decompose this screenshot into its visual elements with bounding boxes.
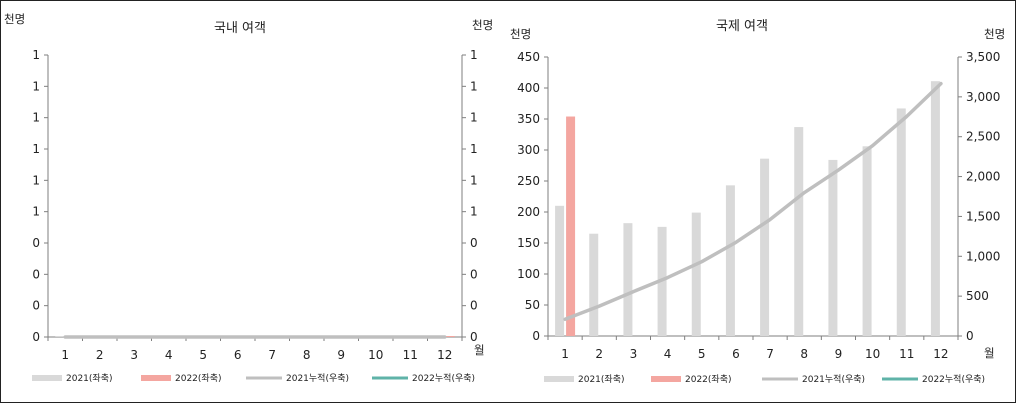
chart1-right-tick-label: 1 (470, 173, 478, 187)
chart2-left-tick-label: 300 (517, 143, 540, 157)
chart1-right-tick-label: 0 (470, 236, 478, 250)
chart1-left-tick-label: 1 (32, 142, 40, 156)
chart2-x-tick-label: 9 (835, 347, 843, 361)
chart1-legend-swatch (141, 375, 171, 381)
chart2-left-tick-label: 50 (525, 298, 540, 312)
chart2-legend-swatch (651, 376, 681, 382)
chart2-bar-2021 (589, 233, 599, 336)
chart2-bar-2021 (725, 185, 735, 336)
chart1-title: 국내 여객 (214, 21, 266, 36)
chart1-x-tick-label: 3 (130, 348, 138, 362)
chart1-x-tick-label: 10 (368, 348, 383, 362)
chart1-left-tick-label: 0 (32, 267, 40, 281)
chart2-left-tick-label: 0 (532, 329, 540, 343)
chart2-right-tick-label: 2,000 (966, 170, 1000, 184)
chart1-left-tick-label: 0 (32, 330, 40, 344)
chart1-right-tick-label: 0 (470, 267, 478, 281)
chart1-left-tick-label: 0 (32, 299, 40, 313)
chart2-x-tick-label: 7 (766, 347, 774, 361)
chart1-x-tick-label: 11 (403, 348, 418, 362)
chart2-x-tick-label: 1 (561, 347, 569, 361)
chart2-x-tick-label: 8 (800, 347, 808, 361)
chart1-left-tick-label: 1 (32, 205, 40, 219)
chart2-bar-2021 (896, 108, 906, 337)
chart2-legend-label: 2021(좌축) (578, 374, 625, 385)
chart1-left-tick-label: 1 (32, 111, 40, 125)
chart2-left-tick-label: 200 (517, 205, 540, 219)
chart2-left-tick-label: 100 (517, 267, 540, 281)
chart1-legend-label: 2022누적(우축) (412, 372, 475, 384)
chart1-right-tick-label: 1 (470, 48, 478, 62)
chart2-bar-2021 (794, 127, 804, 336)
chart1-right-tick-label: 0 (470, 299, 478, 313)
chart2-left-tick-label: 250 (517, 174, 540, 188)
chart2-x-tick-label: 10 (865, 347, 880, 361)
chart2-legend-swatch (544, 376, 574, 382)
chart2-left-tick-label: 350 (517, 112, 540, 126)
chart1-x-axis-unit: 월 (474, 343, 485, 357)
chart2-x-tick-label: 5 (698, 347, 706, 361)
chart1-x-tick-label: 12 (437, 348, 452, 362)
chart1-right-tick-label: 1 (470, 111, 478, 125)
chart1-x-tick-label: 7 (268, 348, 276, 362)
chart2-bar-2021 (828, 159, 838, 336)
chart1-bar-2022 (445, 336, 455, 337)
chart2-right-tick-label: 3,500 (966, 50, 1000, 64)
chart1-right-tick-label: 0 (470, 330, 478, 344)
chart2-x-tick-label: 2 (595, 347, 603, 361)
chart2-right-tick-label: 0 (966, 329, 974, 343)
chart2-bar-2021 (760, 158, 770, 336)
chart2-right-axis-unit: 천명 (984, 27, 1005, 41)
chart1-legend-swatch (32, 375, 62, 381)
chart1-left-axis-unit: 천명 (4, 12, 25, 26)
chart2-right-tick-label: 1,500 (966, 209, 1000, 223)
chart2-bar-2021 (623, 223, 633, 336)
chart1-x-tick-label: 9 (337, 348, 345, 362)
chart1-legend-label: 2021누적(우축) (286, 372, 349, 384)
chart1-bar-2021 (55, 336, 65, 337)
chart2-bar-2021 (862, 146, 872, 336)
chart2-left-axis-unit: 천명 (510, 27, 531, 41)
chart1-x-tick-label: 2 (96, 348, 104, 362)
chart2-left-tick-label: 450 (517, 50, 540, 64)
chart2-line-2021-cumulative (563, 81, 943, 322)
chart1-legend-label: 2022(좌축) (175, 373, 222, 384)
chart1-left-tick-label: 0 (32, 236, 40, 250)
chart2-bar-2021 (930, 81, 940, 337)
chart1-legend-label: 2021(좌축) (66, 373, 113, 384)
chart1-left-tick-label: 1 (32, 173, 40, 187)
chart1-right-tick-label: 1 (470, 142, 478, 156)
chart2-right-tick-label: 3,000 (966, 90, 1000, 104)
chart1-x-tick-label: 5 (199, 348, 207, 362)
chart1-x-tick-label: 4 (165, 348, 173, 362)
chart2-legend-label: 2022누적(우축) (922, 373, 985, 385)
chart2-bar-2022 (566, 116, 576, 337)
chart2-x-tick-label: 3 (630, 347, 638, 361)
chart1-right-tick-label: 1 (470, 205, 478, 219)
chart2-right-tick-label: 2,500 (966, 130, 1000, 144)
chart1-left-tick-label: 1 (32, 48, 40, 62)
chart2-bar-2021 (691, 212, 701, 336)
chart2-x-tick-label: 12 (933, 347, 948, 361)
chart2-title: 국제 여객 (716, 19, 768, 34)
chart1-x-tick-label: 6 (234, 348, 242, 362)
chart2-bar-2021 (555, 205, 565, 336)
chart1-x-tick-label: 8 (303, 348, 311, 362)
chart1-left-tick-label: 1 (32, 79, 40, 93)
chart2-legend-label: 2021누적(우축) (802, 373, 865, 385)
chart2-right-tick-label: 500 (966, 289, 989, 303)
chart1-x-tick-label: 1 (61, 348, 69, 362)
chart2-legend-label: 2022(좌축) (685, 374, 732, 385)
chart2-left-tick-label: 400 (517, 81, 540, 95)
chart2-x-tick-label: 6 (732, 347, 740, 361)
chart2-left-tick-label: 150 (517, 236, 540, 250)
chart2-x-axis-unit: 월 (984, 346, 995, 360)
chart2-x-tick-label: 4 (664, 347, 672, 361)
chart1-right-axis-unit: 천명 (472, 18, 493, 32)
chart2-right-tick-label: 1,000 (966, 249, 1000, 263)
chart1-right-tick-label: 1 (470, 79, 478, 93)
chart2-x-tick-label: 11 (899, 347, 914, 361)
